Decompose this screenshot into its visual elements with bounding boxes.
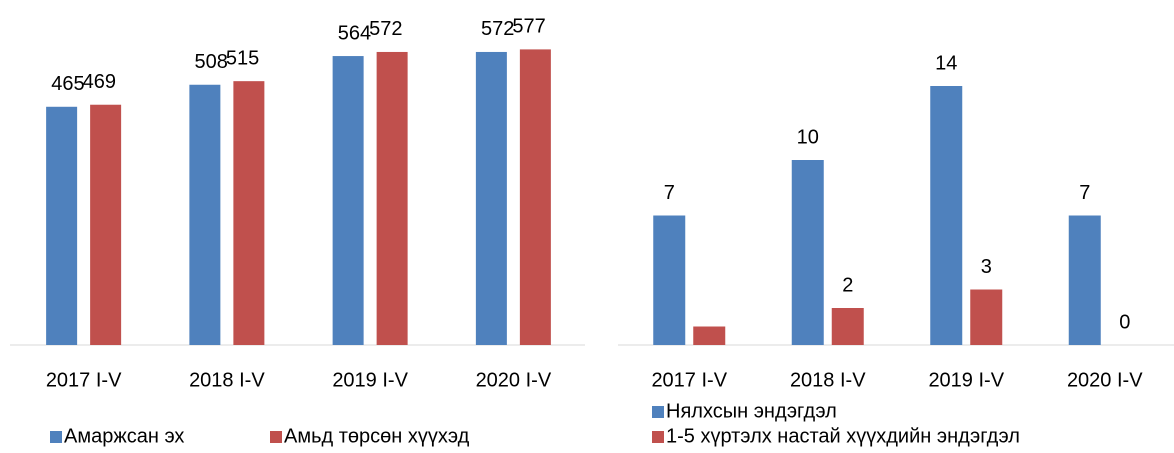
- x-tick-label: 2018 I-V: [189, 369, 265, 391]
- legend-swatch: [652, 431, 664, 443]
- x-tick-label: 2018 I-V: [790, 369, 866, 391]
- bar: [189, 84, 221, 346]
- x-tick-label: 2020 I-V: [1067, 369, 1143, 391]
- bar: [90, 104, 122, 345]
- bar: [831, 308, 864, 345]
- bar: [791, 160, 824, 345]
- bar: [475, 51, 507, 346]
- bar: [332, 56, 364, 345]
- data-label: 572: [369, 18, 402, 40]
- bar: [970, 289, 1003, 345]
- data-label: 2: [842, 274, 853, 296]
- data-label: 7: [664, 182, 675, 204]
- bar: [46, 106, 78, 346]
- bar: [519, 49, 551, 345]
- bar: [233, 81, 265, 346]
- legend-swatch: [652, 406, 664, 418]
- data-label: 577: [512, 16, 545, 38]
- data-label: 508: [195, 51, 228, 73]
- data-label: 515: [226, 47, 259, 69]
- data-label: 0: [1119, 311, 1130, 333]
- x-tick-label: 2017 I-V: [46, 369, 122, 391]
- legend-label: Амаржсан эх: [64, 425, 184, 447]
- x-tick-label: 2019 I-V: [332, 369, 408, 391]
- data-label: 3: [981, 256, 992, 278]
- legend-label: 1-5 хүртэлх настай хүүхдийн эндэгдэл: [666, 425, 1020, 447]
- data-label: 14: [935, 52, 957, 74]
- legend-label: Амьд төрсөн хүүхэд: [284, 425, 470, 447]
- data-label: 564: [338, 22, 371, 44]
- data-label: 465: [51, 73, 84, 95]
- data-label: 7: [1079, 182, 1090, 204]
- data-label: 469: [83, 71, 116, 93]
- bar: [693, 326, 726, 345]
- legend-label: Нялхсын эндэгдэл: [666, 400, 837, 422]
- legend-swatch: [270, 431, 282, 443]
- legend-swatch: [50, 431, 62, 443]
- x-tick-label: 2020 I-V: [476, 369, 552, 391]
- data-label: 10: [797, 126, 819, 148]
- bar: [653, 215, 686, 345]
- bar: [930, 86, 963, 345]
- bar: [376, 51, 408, 346]
- x-tick-label: 2019 I-V: [928, 369, 1004, 391]
- bar: [1068, 215, 1101, 345]
- data-label: 572: [481, 18, 514, 40]
- x-tick-label: 2017 I-V: [651, 369, 727, 391]
